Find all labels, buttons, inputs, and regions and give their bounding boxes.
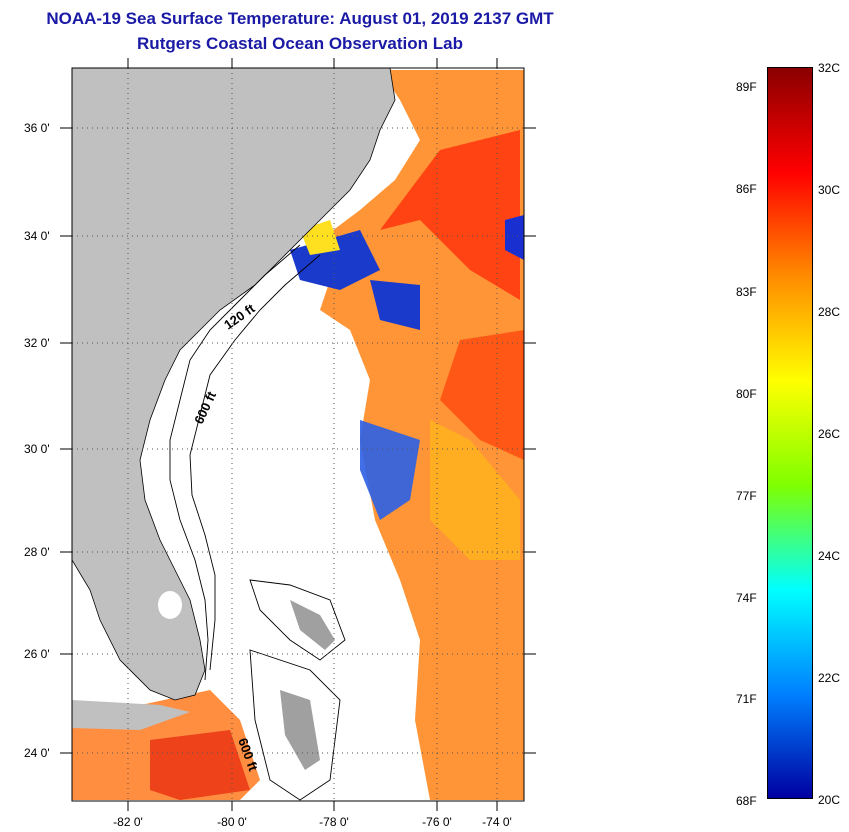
title-line-1: NOAA-19 Sea Surface Temperature: August … bbox=[46, 9, 554, 28]
lon-label-82: -82 0' bbox=[113, 815, 143, 829]
lon-label-80: -80 0' bbox=[217, 815, 247, 829]
warm-patch-central bbox=[430, 420, 520, 560]
keys-land bbox=[72, 700, 190, 730]
contour-600ft bbox=[189, 254, 321, 671]
lat-label-32: 32 0' bbox=[24, 336, 50, 350]
lat-label-24: 24 0' bbox=[24, 746, 50, 760]
andros-island bbox=[280, 690, 320, 770]
cb-label-26c: 26C bbox=[818, 427, 841, 441]
cool-patch-3 bbox=[360, 420, 420, 520]
cb-label-20c: 20C bbox=[818, 793, 841, 807]
contour-great-bahama-bank bbox=[249, 649, 341, 801]
cool-patch-east bbox=[505, 215, 524, 260]
cb-label-80f: 80F bbox=[736, 387, 757, 401]
lat-label-26: 26 0' bbox=[24, 647, 50, 661]
cb-label-77f: 77F bbox=[736, 489, 757, 503]
color-scale-bar bbox=[767, 67, 813, 799]
sst-data-layer bbox=[72, 70, 524, 800]
cb-label-74f: 74F bbox=[736, 591, 757, 605]
cb-label-86f: 86F bbox=[736, 182, 757, 196]
contour-120ft bbox=[169, 244, 301, 681]
cb-label-24c: 24C bbox=[818, 549, 841, 563]
lat-label-28: 28 0' bbox=[24, 545, 50, 559]
cb-label-22c: 22C bbox=[818, 671, 841, 685]
cb-label-28c: 28C bbox=[818, 305, 841, 319]
gulf-stream-mid bbox=[440, 330, 524, 460]
hot-patch-southwest bbox=[150, 730, 250, 800]
cb-label-68f: 68F bbox=[736, 794, 757, 808]
contour-bahamas-bank bbox=[249, 579, 346, 661]
lon-label-74: -74 0' bbox=[482, 815, 512, 829]
lat-label-36: 36 0' bbox=[24, 121, 50, 135]
lat-label-30: 30 0' bbox=[24, 442, 50, 456]
bahamas-island bbox=[290, 600, 335, 650]
cb-label-32c: 32C bbox=[818, 61, 841, 75]
cool-patch-2 bbox=[370, 280, 420, 330]
axis-ticks bbox=[60, 58, 536, 811]
cb-label-71f: 71F bbox=[736, 692, 757, 706]
lake-okeechobee bbox=[158, 591, 182, 619]
title-line-2: Rutgers Coastal Ocean Observation Lab bbox=[137, 34, 463, 53]
lat-label-34: 34 0' bbox=[24, 229, 50, 243]
lon-label-76: -76 0' bbox=[422, 815, 452, 829]
gulf-stream-north bbox=[380, 130, 520, 300]
land-mass bbox=[72, 68, 396, 701]
cb-label-89f: 89F bbox=[736, 80, 757, 94]
map-frame bbox=[71, 67, 525, 802]
cb-label-83f: 83F bbox=[736, 285, 757, 299]
graticule bbox=[72, 68, 524, 801]
lon-label-78: -78 0' bbox=[319, 815, 349, 829]
cb-label-30c: 30C bbox=[818, 183, 841, 197]
